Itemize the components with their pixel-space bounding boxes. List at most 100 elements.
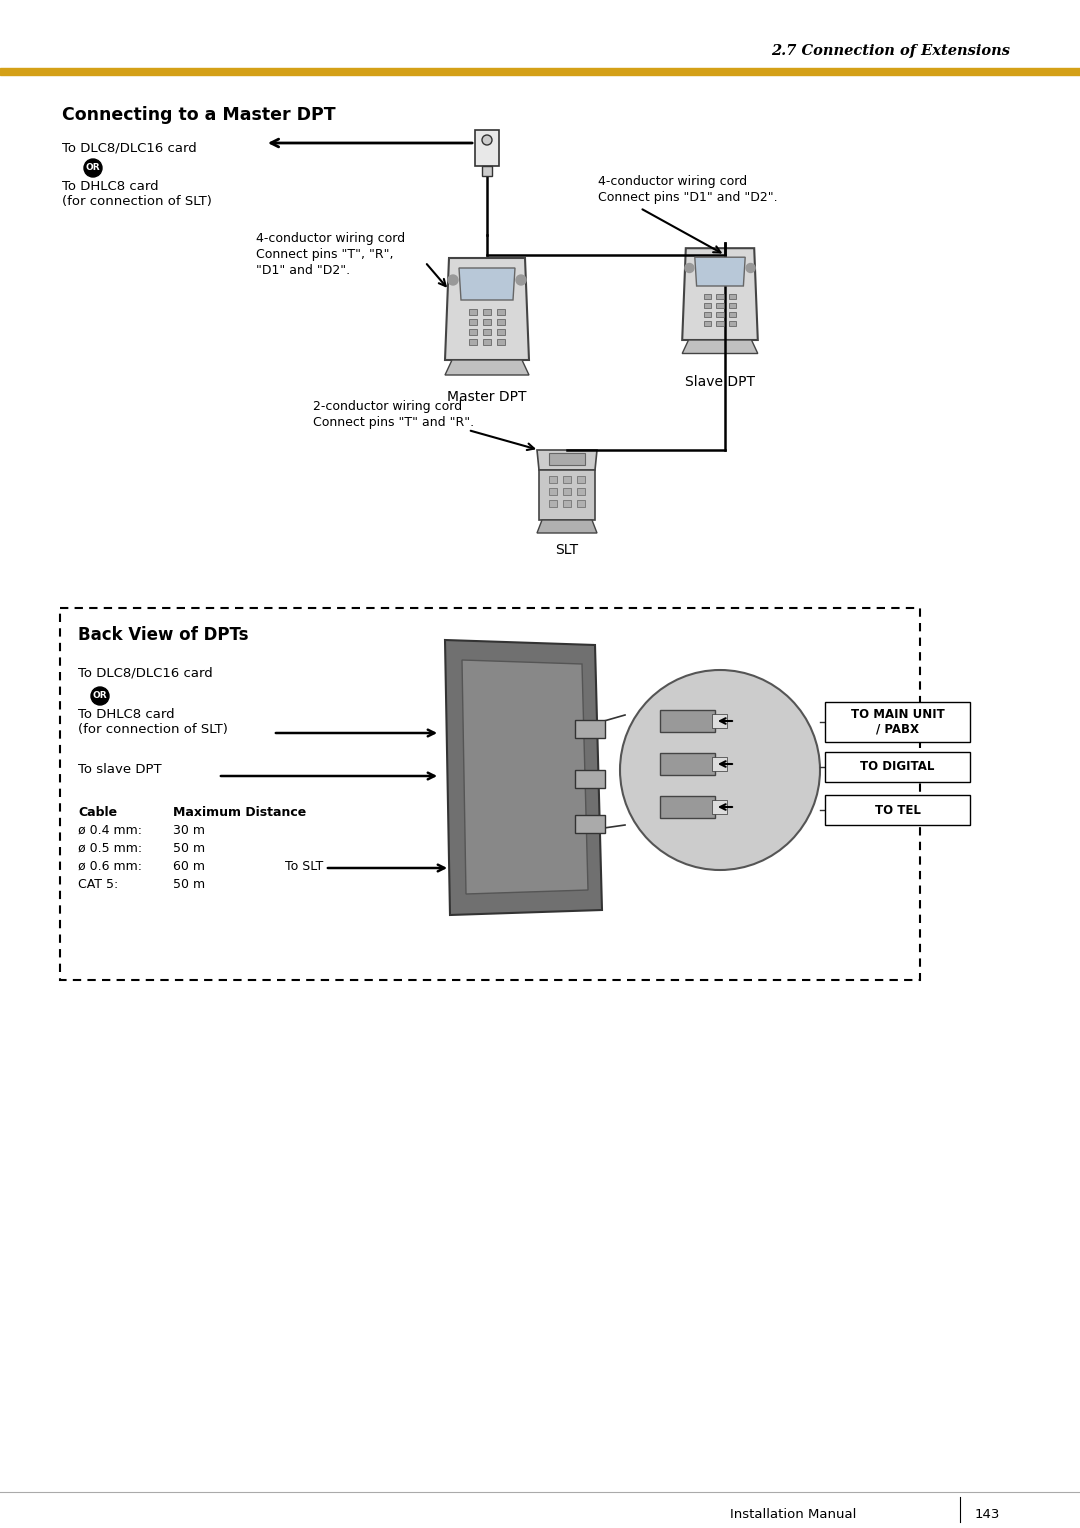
Bar <box>575 720 605 738</box>
Polygon shape <box>694 257 745 286</box>
Circle shape <box>84 159 102 177</box>
Bar <box>539 471 595 520</box>
Text: ø 0.5 mm:: ø 0.5 mm: <box>78 842 143 856</box>
Text: Back View of DPTs: Back View of DPTs <box>78 626 248 643</box>
Polygon shape <box>537 520 597 533</box>
Circle shape <box>448 275 458 286</box>
Bar <box>729 303 737 309</box>
Bar <box>577 487 585 495</box>
Bar <box>483 329 491 335</box>
Text: 50 m: 50 m <box>173 879 205 891</box>
Bar <box>712 714 727 727</box>
Bar <box>475 130 499 167</box>
Text: To slave DPT: To slave DPT <box>78 762 162 776</box>
Text: Maximum Distance: Maximum Distance <box>173 805 307 819</box>
Circle shape <box>685 263 693 272</box>
Bar <box>469 329 477 335</box>
Bar <box>469 309 477 315</box>
Text: Connect pins "D1" and "D2".: Connect pins "D1" and "D2". <box>598 191 778 205</box>
Polygon shape <box>459 267 515 299</box>
Bar <box>483 339 491 345</box>
Text: To SLT: To SLT <box>285 860 323 872</box>
Bar <box>729 312 737 318</box>
Bar <box>469 319 477 325</box>
Polygon shape <box>683 341 758 353</box>
Text: Slave DPT: Slave DPT <box>685 374 755 390</box>
Text: Connecting to a Master DPT: Connecting to a Master DPT <box>62 105 336 124</box>
Bar <box>704 321 711 327</box>
Bar <box>577 500 585 507</box>
Text: 50 m: 50 m <box>173 842 205 856</box>
Polygon shape <box>462 660 588 894</box>
Text: OR: OR <box>93 692 107 700</box>
Bar <box>549 487 557 495</box>
Circle shape <box>91 688 109 704</box>
Text: 60 m: 60 m <box>173 860 205 872</box>
Text: Cable: Cable <box>78 805 117 819</box>
Bar <box>563 500 571 507</box>
Bar <box>575 770 605 788</box>
Bar <box>482 167 492 176</box>
Bar <box>660 711 715 732</box>
Bar <box>660 796 715 817</box>
Bar <box>704 312 711 318</box>
Bar <box>712 756 727 772</box>
Bar <box>497 319 505 325</box>
Text: TO MAIN UNIT
/ PABX: TO MAIN UNIT / PABX <box>851 707 944 736</box>
Bar <box>712 801 727 814</box>
Bar <box>575 814 605 833</box>
Bar <box>716 293 724 299</box>
Bar <box>469 339 477 345</box>
Circle shape <box>746 263 755 272</box>
Polygon shape <box>445 361 529 374</box>
Text: To DHLC8 card
(for connection of SLT): To DHLC8 card (for connection of SLT) <box>62 180 212 208</box>
Bar <box>563 487 571 495</box>
Bar <box>825 752 970 782</box>
Text: Installation Manual: Installation Manual <box>730 1508 856 1520</box>
Circle shape <box>482 134 492 145</box>
Bar <box>716 321 724 327</box>
Polygon shape <box>683 248 758 341</box>
Polygon shape <box>445 640 602 915</box>
Bar <box>563 477 571 483</box>
Bar <box>716 312 724 318</box>
Bar <box>0 69 1080 75</box>
Text: "D1" and "D2".: "D1" and "D2". <box>256 264 350 277</box>
Text: SLT: SLT <box>555 542 579 558</box>
Bar <box>60 608 920 979</box>
Text: 2.7 Connection of Extensions: 2.7 Connection of Extensions <box>771 44 1010 58</box>
Bar <box>825 701 970 743</box>
Bar <box>704 303 711 309</box>
Bar <box>825 795 970 825</box>
Text: OR: OR <box>85 163 100 173</box>
Text: To DLC8/DLC16 card: To DLC8/DLC16 card <box>62 142 197 154</box>
Bar <box>704 293 711 299</box>
Bar <box>549 500 557 507</box>
Text: 30 m: 30 m <box>173 824 205 837</box>
Text: 4-conductor wiring cord: 4-conductor wiring cord <box>598 176 747 188</box>
Bar <box>483 309 491 315</box>
Bar <box>729 293 737 299</box>
Text: TO DIGITAL: TO DIGITAL <box>861 761 934 773</box>
Circle shape <box>620 669 820 869</box>
Text: CAT 5:: CAT 5: <box>78 879 118 891</box>
Text: Connect pins "T", "R",: Connect pins "T", "R", <box>256 248 393 261</box>
Text: ø 0.6 mm:: ø 0.6 mm: <box>78 860 141 872</box>
Circle shape <box>516 275 526 286</box>
Bar <box>660 753 715 775</box>
Bar <box>549 477 557 483</box>
Text: To DHLC8 card
(for connection of SLT): To DHLC8 card (for connection of SLT) <box>78 707 228 736</box>
Text: Master DPT: Master DPT <box>447 390 527 403</box>
Text: TO TEL: TO TEL <box>875 804 920 816</box>
Text: 143: 143 <box>975 1508 1000 1520</box>
Bar <box>497 309 505 315</box>
Polygon shape <box>537 451 597 471</box>
Text: ø 0.4 mm:: ø 0.4 mm: <box>78 824 141 837</box>
Bar <box>549 452 585 465</box>
Bar <box>483 319 491 325</box>
Bar <box>497 329 505 335</box>
Polygon shape <box>445 258 529 361</box>
Bar <box>716 303 724 309</box>
Bar <box>497 339 505 345</box>
Text: 2-conductor wiring cord: 2-conductor wiring cord <box>313 400 462 413</box>
